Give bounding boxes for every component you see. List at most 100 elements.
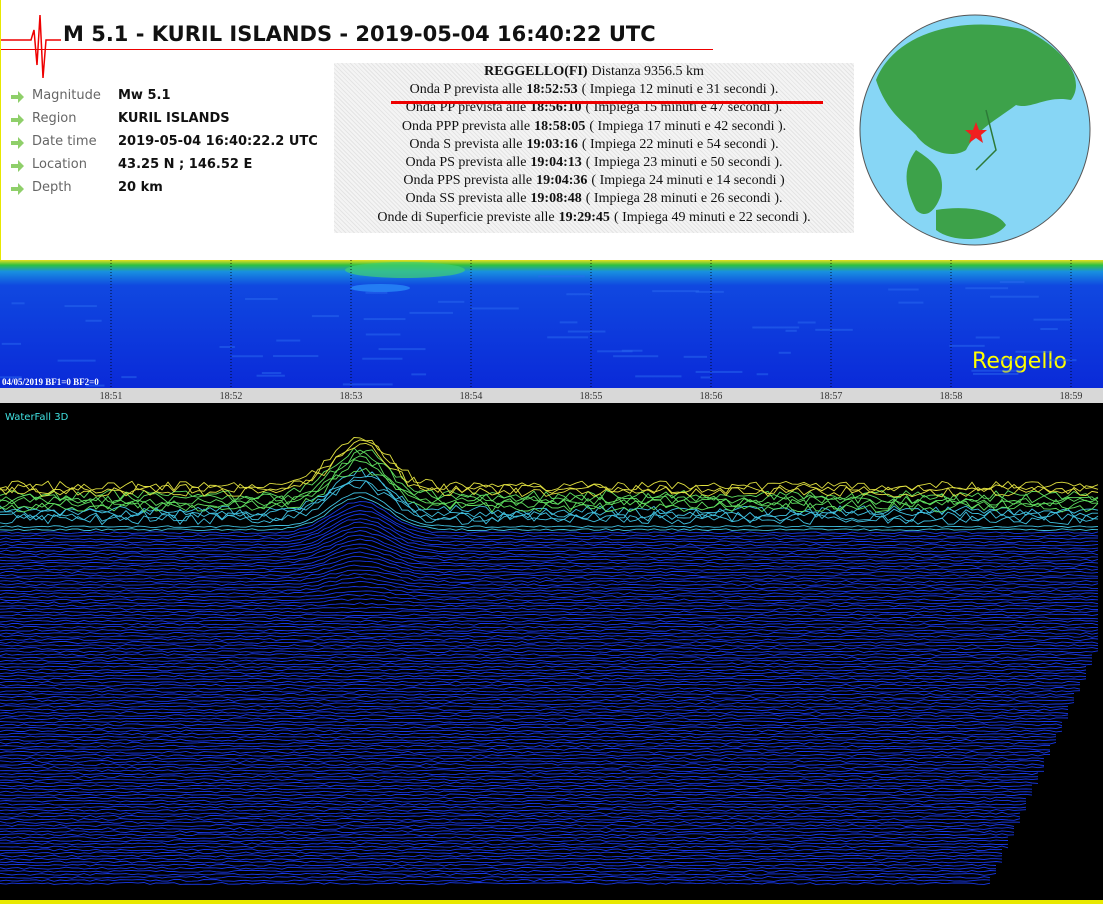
waterfall-trace <box>0 674 1087 678</box>
noise-patch <box>652 290 700 293</box>
arrow-icon <box>11 91 24 103</box>
waterfall-trace <box>0 732 1057 736</box>
waterfall-trace <box>0 580 1099 593</box>
noise-patch <box>567 330 606 333</box>
info-label: Region <box>32 111 77 126</box>
waterfall-trace <box>0 677 1087 681</box>
noise-patch <box>949 344 985 347</box>
spectrogram-footer: 04/05/2019 BF1=0 BF2=0 <box>2 377 99 387</box>
waterfall-trace <box>0 750 1051 754</box>
noise-patch <box>409 311 453 314</box>
waterfall-trace <box>0 641 1099 644</box>
waterfall-trace <box>0 702 1075 705</box>
title: M 5.1 - KURIL ISLANDS - 2019-05-04 16:40… <box>63 22 656 46</box>
arrival-suffix: ( Impiega 28 minuti e 26 secondi ). <box>585 191 783 207</box>
noise-patch <box>888 288 919 291</box>
waterfall-trace <box>0 501 1099 535</box>
noise-patch <box>683 355 708 358</box>
arrival-prefix: Onda SS prevista alle <box>405 191 527 207</box>
waterfall-trace <box>0 695 1075 699</box>
noise-patch <box>695 290 724 293</box>
noise-patch <box>365 333 401 336</box>
arrival-prefix: Onde di Superficie previste alle <box>377 209 555 225</box>
waterfall-trace <box>0 781 1039 785</box>
noise-patch <box>378 348 426 351</box>
arrival-line: Onda PPP prevista alle 18:58:05( Impiega … <box>334 118 854 136</box>
event-patch <box>345 262 465 278</box>
arrival-time: 19:03:16 <box>526 136 578 152</box>
noise-patch <box>256 374 285 377</box>
waterfall-trace <box>0 848 1003 852</box>
info-value: 43.25 N ; 146.52 E <box>118 157 253 172</box>
waterfall-trace <box>0 650 1099 654</box>
waterfall-trace <box>0 769 1044 773</box>
arrival-line: Onda PS prevista alle 19:04:13( Impiega 2… <box>334 154 854 172</box>
waterfall-trace <box>0 543 1099 565</box>
arrow-icon <box>11 114 24 126</box>
waterfall-trace <box>0 878 991 882</box>
arrival-line: Onda S prevista alle 19:03:16( Impiega 22… <box>334 136 854 154</box>
noise-patch <box>815 328 853 331</box>
noise-patch <box>1049 359 1077 362</box>
noise-patch <box>342 383 393 386</box>
arrival-line: Onda SS prevista alle 19:08:48( Impiega 2… <box>334 190 854 208</box>
noise-patch <box>1040 328 1058 331</box>
noise-patch <box>276 339 301 342</box>
noise-patch <box>999 281 1025 284</box>
noise-patch <box>559 321 578 324</box>
waterfall-trace <box>0 763 1045 766</box>
waterfall-trace <box>0 772 1039 776</box>
waterfall-trace <box>0 547 1099 568</box>
info-value: Mw 5.1 <box>118 88 171 103</box>
waterfall-trace <box>0 824 1015 827</box>
arrival-suffix: ( Impiega 15 minuti e 47 secondi ). <box>585 100 783 116</box>
noise-patch <box>261 372 282 375</box>
arrival-line: Onda PPS prevista alle 19:04:36( Impiega … <box>334 172 854 190</box>
arrow-icon <box>11 183 24 195</box>
arrival-suffix: ( Impiega 17 minuti e 42 secondi ). <box>589 118 787 134</box>
p-underline <box>391 101 823 104</box>
noise-patch <box>778 351 791 354</box>
header-panel: M 5.1 - KURIL ISLANDS - 2019-05-04 16:40… <box>0 0 1103 260</box>
waterfall-trace <box>0 616 1099 620</box>
time-tick-label: 18:59 <box>1060 391 1083 402</box>
noise-patch <box>363 318 406 321</box>
distance: Distanza 9356.5 km <box>591 64 704 79</box>
waterfall-trace <box>0 598 1099 605</box>
waterfall-trace <box>0 790 1033 794</box>
waterfall-trace <box>0 442 1099 498</box>
waterfall-trace <box>0 811 1021 815</box>
info-value: KURIL ISLANDS <box>118 111 230 126</box>
waterfall-trace <box>0 602 1099 608</box>
waterfall-trace <box>0 593 1099 602</box>
waterfall-trace <box>0 817 1021 821</box>
waterfall-trace <box>0 521 1099 550</box>
waterfall-trace <box>0 518 1099 547</box>
noise-patch <box>973 372 1019 375</box>
waterfall-trace <box>0 530 1099 556</box>
arrival-time: 18:56:10 <box>530 100 582 116</box>
waterfall-trace <box>0 586 1099 596</box>
waterfall-trace <box>0 625 1099 629</box>
waterfall-trace <box>0 466 1099 516</box>
waterfall-trace <box>0 799 1027 803</box>
noise-patch <box>362 357 403 360</box>
waterfall-trace <box>0 808 1027 812</box>
waterfall-trace <box>0 622 1099 626</box>
waterfall-trace <box>0 665 1087 669</box>
waterfall-trace <box>0 628 1099 632</box>
waterfall-trace <box>0 753 1051 757</box>
waterfall-trace <box>0 735 1057 739</box>
waterfall-trace <box>0 610 1099 614</box>
waterfall-trace <box>0 467 1099 513</box>
arrival-time: 18:58:05 <box>534 118 586 134</box>
noise-patch <box>752 326 800 329</box>
info-value: 2019-05-04 16:40:22.2 UTC <box>118 134 318 149</box>
waterfall-trace <box>0 872 997 876</box>
waterfall-trace <box>0 830 1015 834</box>
bottom-border <box>0 900 1103 904</box>
waterfall-trace <box>0 555 1099 574</box>
noise-patch <box>700 376 712 379</box>
arrival-prefix: Onda S prevista alle <box>409 136 523 152</box>
